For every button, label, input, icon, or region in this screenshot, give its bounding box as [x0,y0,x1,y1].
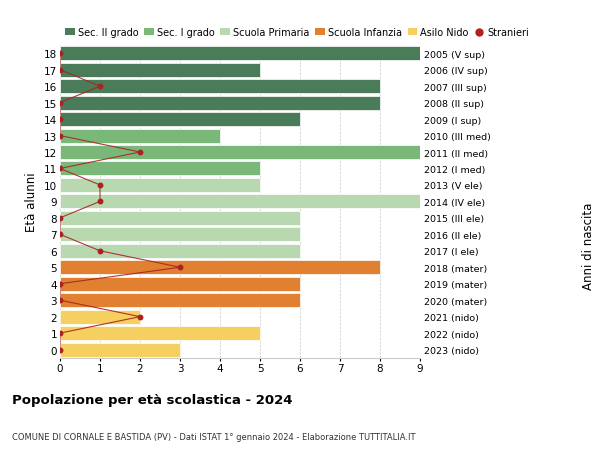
Point [55,297,65,304]
Text: Popolazione per età scolastica - 2024: Popolazione per età scolastica - 2024 [12,393,293,406]
Bar [60,212,300,225]
Point [55,116,65,123]
Bar [60,179,260,192]
Bar [60,310,140,324]
Point [135,313,145,321]
Point [55,346,65,353]
Point [95,198,105,206]
Bar [60,343,180,357]
Legend: Sec. II grado, Sec. I grado, Scuola Primaria, Scuola Infanzia, Asilo Nido, Stran: Sec. II grado, Sec. I grado, Scuola Prim… [65,28,529,38]
Point [55,330,65,337]
Point [55,231,65,239]
Text: COMUNE DI CORNALE E BASTIDA (PV) - Dati ISTAT 1° gennaio 2024 - Elaborazione TUT: COMUNE DI CORNALE E BASTIDA (PV) - Dati … [12,431,415,441]
Point [95,247,105,255]
Point [55,67,65,74]
Point [55,165,65,173]
Bar [60,228,300,242]
Point [55,50,65,58]
Point [175,264,185,271]
Bar [60,80,380,94]
Point [55,133,65,140]
Bar [60,326,260,341]
Bar [60,47,420,61]
Y-axis label: Età alunni: Età alunni [25,172,38,232]
Bar [60,244,300,258]
Bar [60,277,300,291]
Point [55,215,65,222]
Text: Anni di nascita: Anni di nascita [581,202,595,289]
Point [95,182,105,189]
Point [135,149,145,157]
Bar [60,63,260,78]
Bar [60,261,380,274]
Bar [60,162,260,176]
Point [55,280,65,288]
Bar [60,113,300,127]
Bar [60,294,300,308]
Bar [60,96,380,110]
Bar [60,195,420,209]
Bar [60,129,220,143]
Point [55,100,65,107]
Bar [60,146,420,160]
Point [95,83,105,90]
